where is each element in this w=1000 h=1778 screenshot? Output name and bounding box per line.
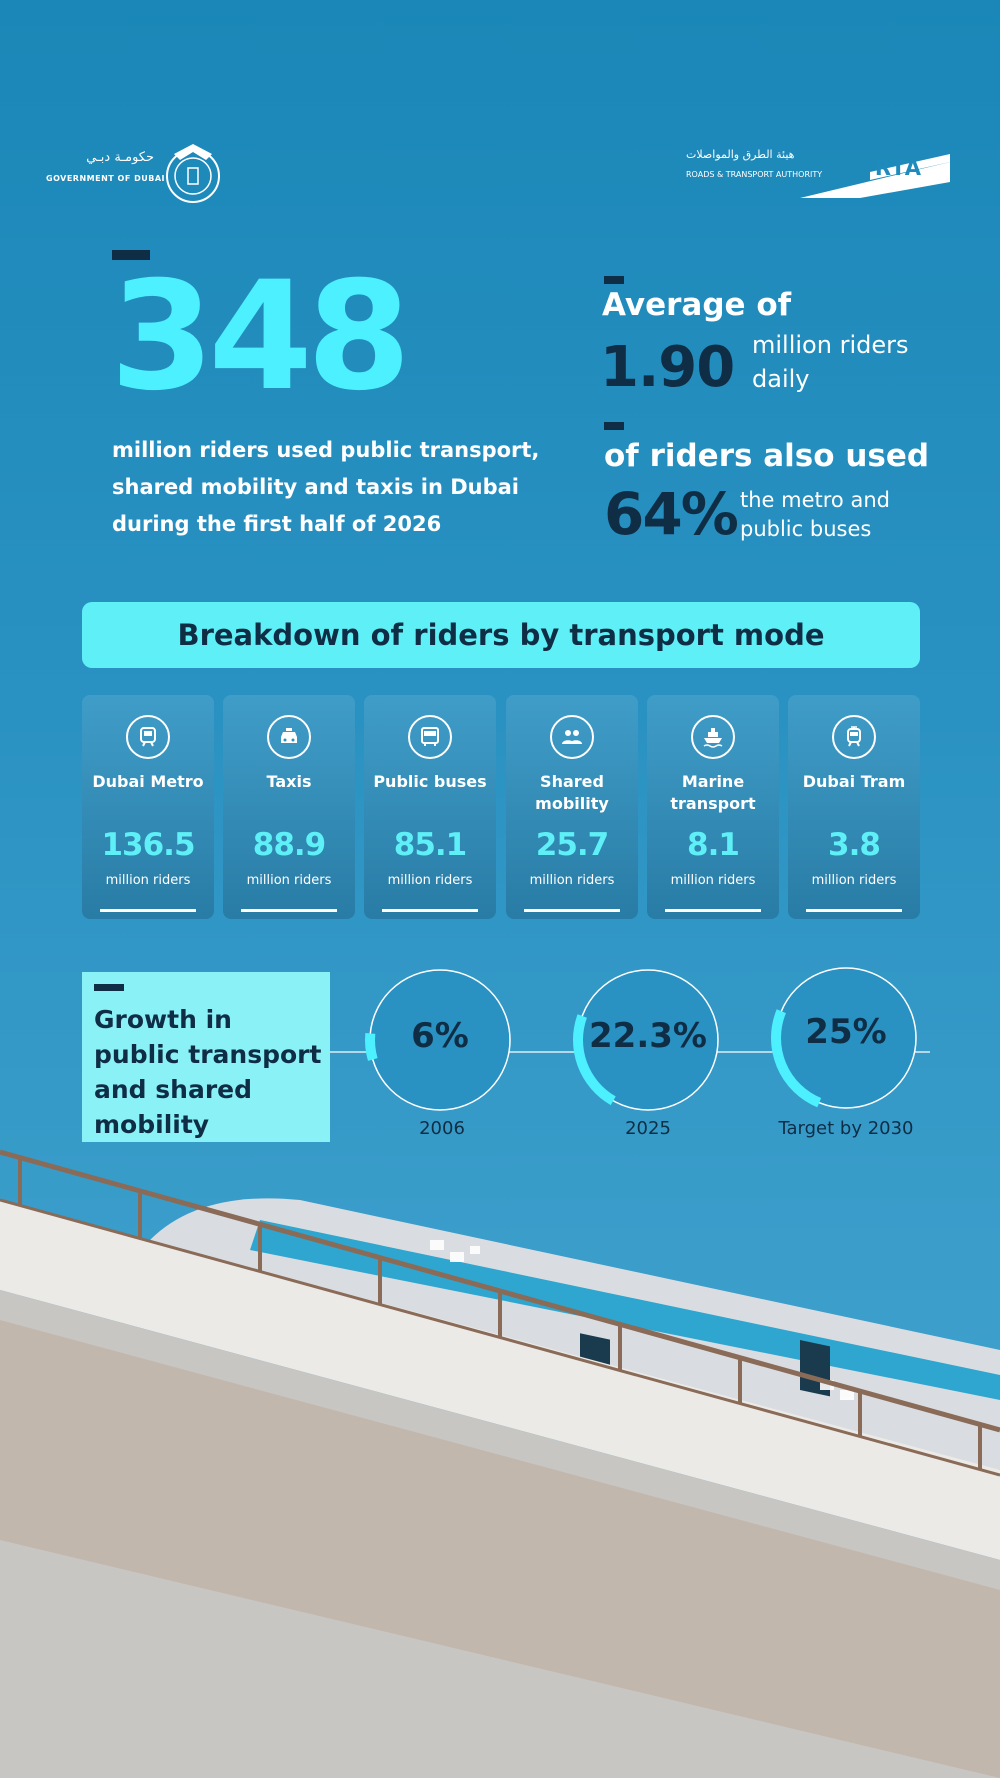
average-value: 1.90 <box>600 335 735 400</box>
government-logo-arabic: حكومـة دبـي <box>86 150 154 165</box>
mode-card-shared-mobility: Shared mobility 25.7 million riders <box>506 695 638 919</box>
growth-rings <box>330 967 930 1111</box>
mode-underline <box>665 909 761 912</box>
rta-logo-english: ROADS & TRANSPORT AUTHORITY <box>686 170 823 179</box>
ship-icon <box>691 715 735 759</box>
average-unit: million riders daily <box>752 331 909 393</box>
combined-description: the metro and public buses <box>740 488 890 541</box>
mode-underline <box>806 909 902 912</box>
mode-name: Dubai Tram <box>802 772 906 791</box>
people-icon <box>550 715 594 759</box>
mode-unit: million riders <box>105 873 191 888</box>
mode-value: 85.1 <box>393 827 468 863</box>
mode-value: 25.7 <box>535 827 610 863</box>
breakdown-title: Breakdown of riders by transport mode <box>177 618 825 652</box>
mode-unit: million riders <box>670 873 756 888</box>
mode-name: Public buses <box>373 772 487 791</box>
mode-card-taxis: Taxis 88.9 million riders <box>223 695 355 919</box>
growth-year-2006: 2006 <box>419 1118 465 1139</box>
transport-modes: Dubai Metro 136.5 million riders Taxis 8… <box>82 695 920 919</box>
breakdown-title-bar: Breakdown of riders by transport mode <box>82 602 920 668</box>
mode-underline <box>382 909 478 912</box>
mode-value: 8.1 <box>687 827 740 863</box>
mode-value: 136.5 <box>101 827 195 863</box>
combined-value: 64% <box>604 480 739 548</box>
growth-year-2030: Target by 2030 <box>778 1118 914 1139</box>
mode-unit: million riders <box>246 873 332 888</box>
rta-mark-text: RTA <box>874 156 922 180</box>
rta-mark-icon <box>800 154 950 198</box>
mode-name: Taxis <box>266 772 312 791</box>
rta-logo-arabic: هيئة الطرق والمواصلات <box>686 148 795 161</box>
growth-title: Growth in public transport and shared mo… <box>94 1005 322 1139</box>
growth-value-2006: 6% <box>411 1016 469 1056</box>
tram-icon <box>832 715 876 759</box>
government-logo-english: GOVERNMENT OF DUBAI <box>46 174 165 183</box>
dubai-emblem-icon <box>166 144 220 203</box>
bridge-deck <box>0 1200 1000 1560</box>
combined-label: of riders also used <box>604 438 930 474</box>
growth-value-2030: 25% <box>805 1012 887 1052</box>
mode-value: 3.8 <box>828 827 881 863</box>
total-riders-description: million riders used public transport, sh… <box>112 438 540 536</box>
total-riders-value: 348 <box>110 250 411 424</box>
average-dash <box>604 276 624 284</box>
mode-card-public-buses: Public buses 85.1 million riders <box>364 695 496 919</box>
mode-name: Dubai Metro <box>92 772 204 791</box>
bridge-underside <box>0 1290 1000 1778</box>
mode-card-dubai-tram: Dubai Tram 3.8 million riders <box>788 695 920 919</box>
mode-unit: million riders <box>529 873 615 888</box>
government-of-dubai-logo: حكومـة دبـي GOVERNMENT OF DUBAI <box>46 140 226 210</box>
mode-underline <box>524 909 620 912</box>
bus-icon <box>408 715 452 759</box>
mode-underline <box>241 909 337 912</box>
growth-year-2025: 2025 <box>625 1118 671 1139</box>
growth-ring-progress-0 <box>365 1032 378 1061</box>
growth-title-box: Growth in public transport and shared mo… <box>82 972 330 1142</box>
growth-ring-progress-1 <box>573 1014 616 1106</box>
mode-name: Shared mobility <box>535 772 609 813</box>
growth-dash <box>94 984 124 991</box>
mode-underline <box>100 909 196 912</box>
headline-dash <box>112 250 150 260</box>
rta-logo: هيئة الطرق والمواصلات ROADS & TRANSPORT … <box>680 148 950 202</box>
mode-card-dubai-metro: Dubai Metro 136.5 million riders <box>82 695 214 919</box>
mode-card-marine-transport: Marine transport 8.1 million riders <box>647 695 779 919</box>
mode-unit: million riders <box>811 873 897 888</box>
growth-ring-progress-2 <box>771 1009 822 1108</box>
metro-icon <box>126 715 170 759</box>
combined-dash <box>604 422 624 430</box>
taxi-icon <box>267 715 311 759</box>
growth-value-2025: 22.3% <box>589 1016 707 1056</box>
mode-unit: million riders <box>387 873 473 888</box>
average-label: Average of <box>602 287 792 323</box>
mode-name: Marine transport <box>670 772 756 813</box>
metro-train-bridge-image <box>0 1149 1000 1778</box>
mode-value: 88.9 <box>252 827 327 863</box>
